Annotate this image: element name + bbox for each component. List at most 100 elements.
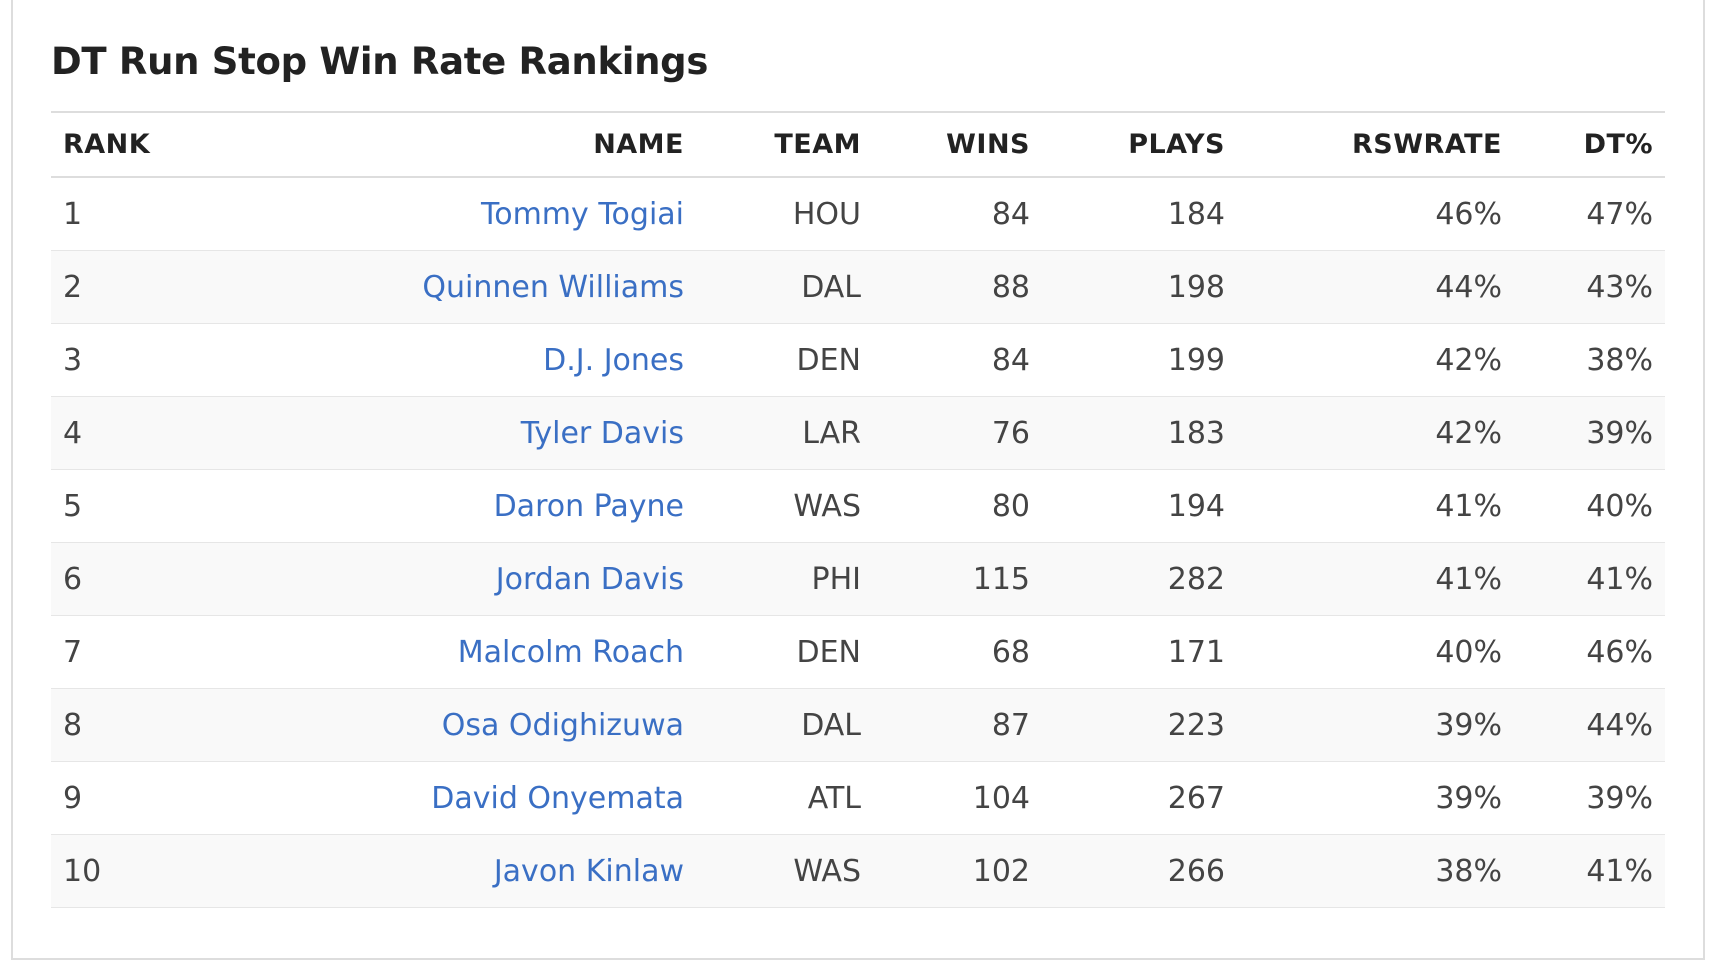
name-cell: Daron Payne (218, 469, 696, 543)
cell: ATL (696, 761, 873, 835)
cell: 42% (1237, 396, 1514, 470)
column-header: RANK (51, 111, 218, 178)
cell: 43% (1514, 250, 1665, 324)
name-cell: Quinnen Williams (218, 250, 696, 324)
table-row: 10 Javon Kinlaw WAS 102 266 38% 41% (51, 834, 1665, 908)
cell: 84 (873, 177, 1042, 251)
cell: 198 (1042, 250, 1237, 324)
cell: 171 (1042, 615, 1237, 689)
cell: 194 (1042, 469, 1237, 543)
cell: 8 (51, 688, 218, 762)
cell: 38% (1237, 834, 1514, 908)
table-row: 4 Tyler Davis LAR 76 183 42% 39% (51, 396, 1665, 470)
cell: 38% (1514, 323, 1665, 397)
cell: 41% (1514, 542, 1665, 616)
cell: 39% (1237, 761, 1514, 835)
header-row: RANK NAME TEAM WINS PLAYS RSWRATE DT% (51, 111, 1665, 178)
player-link[interactable]: Tommy Togiai (481, 196, 684, 232)
name-cell: David Onyemata (218, 761, 696, 835)
cell: 68 (873, 615, 1042, 689)
cell: 115 (873, 542, 1042, 616)
cell: 5 (51, 469, 218, 543)
cell: 76 (873, 396, 1042, 470)
name-cell: Jordan Davis (218, 542, 696, 616)
cell: 266 (1042, 834, 1237, 908)
cell: 7 (51, 615, 218, 689)
column-header: NAME (218, 111, 696, 178)
cell: PHI (696, 542, 873, 616)
table-row: 9 David Onyemata ATL 104 267 39% 39% (51, 761, 1665, 835)
player-link[interactable]: David Onyemata (431, 780, 684, 816)
cell: 41% (1237, 542, 1514, 616)
cell: HOU (696, 177, 873, 251)
table-row: 7 Malcolm Roach DEN 68 171 40% 46% (51, 615, 1665, 689)
cell: 104 (873, 761, 1042, 835)
cell: 2 (51, 250, 218, 324)
cell: 10 (51, 834, 218, 908)
cell: 80 (873, 469, 1042, 543)
card (11, 0, 1705, 960)
name-cell: Javon Kinlaw (218, 834, 696, 908)
cell: 87 (873, 688, 1042, 762)
cell: WAS (696, 469, 873, 543)
cell: 267 (1042, 761, 1237, 835)
cell: 9 (51, 761, 218, 835)
player-link[interactable]: Jordan Davis (495, 561, 684, 597)
name-cell: Malcolm Roach (218, 615, 696, 689)
rankings-table: RANK NAME TEAM WINS PLAYS RSWRATE DT% 1 Tommy T… (51, 111, 1665, 908)
cell: DEN (696, 323, 873, 397)
cell: 223 (1042, 688, 1237, 762)
name-cell: Tommy Togiai (218, 177, 696, 251)
cell: 4 (51, 396, 218, 470)
table-row: 5 Daron Payne WAS 80 194 41% 40% (51, 469, 1665, 543)
cell: 6 (51, 542, 218, 616)
cell: 44% (1514, 688, 1665, 762)
player-link[interactable]: Tyler Davis (520, 415, 684, 451)
player-link[interactable]: Quinnen Williams (422, 269, 684, 305)
cell: 42% (1237, 323, 1514, 397)
column-header: TEAM (696, 111, 873, 178)
cell: 88 (873, 250, 1042, 324)
cell: 1 (51, 177, 218, 251)
cell: DEN (696, 615, 873, 689)
table-row: 1 Tommy Togiai HOU 84 184 46% 47% (51, 177, 1665, 251)
cell: 40% (1237, 615, 1514, 689)
cell: 46% (1514, 615, 1665, 689)
column-header: PLAYS (1042, 111, 1237, 178)
name-cell: Tyler Davis (218, 396, 696, 470)
player-link[interactable]: D.J. Jones (543, 342, 684, 378)
cell: 41% (1237, 469, 1514, 543)
player-link[interactable]: Malcolm Roach (457, 634, 684, 670)
cell: WAS (696, 834, 873, 908)
cell: 41% (1514, 834, 1665, 908)
table-row: 8 Osa Odighizuwa DAL 87 223 39% 44% (51, 688, 1665, 762)
cell: 102 (873, 834, 1042, 908)
name-cell: Osa Odighizuwa (218, 688, 696, 762)
cell: 84 (873, 323, 1042, 397)
column-header: DT% (1514, 111, 1665, 178)
table-row: 3 D.J. Jones DEN 84 199 42% 38% (51, 323, 1665, 397)
table-row: 2 Quinnen Williams DAL 88 198 44% 43% (51, 250, 1665, 324)
cell: 3 (51, 323, 218, 397)
cell: LAR (696, 396, 873, 470)
column-header: RSWRATE (1237, 111, 1514, 178)
name-cell: D.J. Jones (218, 323, 696, 397)
title: DT Run Stop Win Rate Rankings (51, 40, 709, 83)
player-link[interactable]: Daron Payne (493, 488, 684, 524)
cell: 39% (1514, 761, 1665, 835)
table-body: 1 Tommy Togiai HOU 84 184 46% 47% 2 Quinnen Will… (51, 177, 1665, 908)
cell: 199 (1042, 323, 1237, 397)
cell: 46% (1237, 177, 1514, 251)
player-link[interactable]: Javon Kinlaw (493, 853, 684, 889)
cell: 39% (1514, 396, 1665, 470)
cell: 47% (1514, 177, 1665, 251)
cell: 282 (1042, 542, 1237, 616)
cell: 39% (1237, 688, 1514, 762)
cell: 184 (1042, 177, 1237, 251)
cell: 40% (1514, 469, 1665, 543)
cell: DAL (696, 688, 873, 762)
table-row: 6 Jordan Davis PHI 115 282 41% 41% (51, 542, 1665, 616)
cell: 44% (1237, 250, 1514, 324)
player-link[interactable]: Osa Odighizuwa (441, 707, 684, 743)
